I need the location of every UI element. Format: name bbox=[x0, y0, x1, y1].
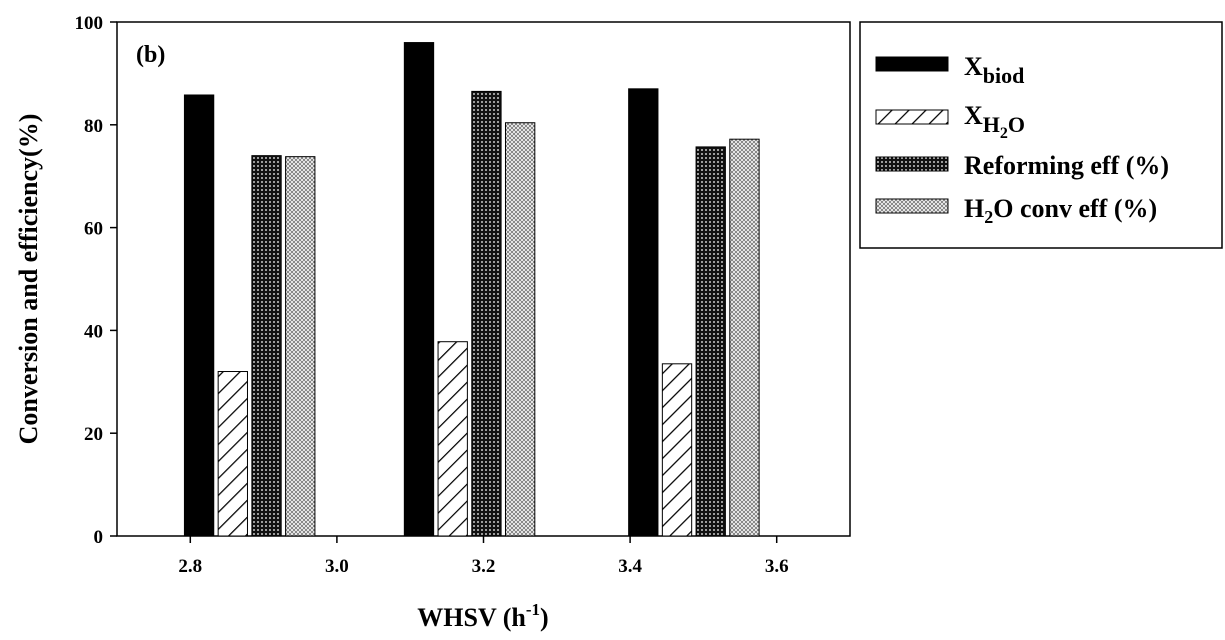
legend-swatch-h2o-conv bbox=[875, 198, 949, 214]
y-tick-label: 100 bbox=[75, 13, 104, 34]
legend-label-h2o-conv: H2O conv eff (%) bbox=[964, 194, 1157, 227]
bar-series-3-point-3 bbox=[695, 146, 726, 537]
legend-label-h2o-conv-sub: 2 bbox=[984, 207, 993, 227]
bar-series-2-point-2 bbox=[437, 341, 468, 537]
x-tick-label: 3.2 bbox=[472, 556, 496, 577]
x-axis-title-end: ) bbox=[540, 603, 549, 632]
x-tick-label: 3.6 bbox=[765, 556, 789, 577]
bar-series-4-point-3 bbox=[729, 138, 760, 537]
bar-series-4-point-1 bbox=[285, 156, 316, 537]
y-tick-label: 40 bbox=[84, 321, 103, 342]
bar-series-2-point-1 bbox=[217, 371, 248, 537]
legend-label-h2o-conv-tail: O conv eff (%) bbox=[993, 194, 1157, 223]
legend-label-xh2o-tail: O bbox=[1008, 112, 1025, 137]
bar-series-1-point-3 bbox=[628, 88, 659, 537]
legend-label-xbiod-sub: biod bbox=[983, 63, 1025, 88]
panel-label: (b) bbox=[136, 42, 165, 68]
x-axis-title: WHSV (h-1) bbox=[417, 600, 548, 632]
legend-label-h2o-conv-main: H bbox=[964, 194, 984, 223]
legend-label-xh2o-sub: H bbox=[983, 112, 1000, 137]
x-tick-label: 3.4 bbox=[618, 556, 642, 577]
bar-series-3-point-1 bbox=[251, 155, 282, 537]
y-tick-label: 0 bbox=[94, 527, 104, 548]
y-tick-label: 20 bbox=[84, 424, 103, 445]
bars bbox=[183, 42, 760, 537]
x-axis-title-sup: -1 bbox=[526, 600, 540, 619]
legend-swatch-xbiod bbox=[875, 56, 949, 72]
bar-series-3-point-2 bbox=[471, 90, 502, 537]
legend-label-xh2o-sub2: 2 bbox=[1000, 125, 1008, 142]
legend-label-reforming: Reforming eff (%) bbox=[964, 151, 1169, 180]
legend-swatch-reforming bbox=[875, 156, 949, 172]
x-tick-label: 2.8 bbox=[178, 556, 202, 577]
bar-series-2-point-3 bbox=[661, 363, 693, 537]
x-tick-label: 3.0 bbox=[325, 556, 349, 577]
axis-ticks: 0 20 40 60 80 100 2.8 3.0 3.2 3.4 3.6 bbox=[75, 13, 789, 577]
legend-label-xbiod: Xbiod bbox=[964, 52, 1024, 88]
bar-series-1-point-2 bbox=[403, 42, 435, 537]
bar-series-4-point-2 bbox=[504, 122, 536, 537]
y-tick-label: 80 bbox=[84, 116, 103, 137]
legend-label-xh2o: XH2O bbox=[964, 101, 1025, 142]
legend-label-xh2o-main: X bbox=[964, 101, 983, 130]
y-axis-title: Conversion and efficiency(%) bbox=[14, 114, 43, 445]
y-tick-label: 60 bbox=[84, 219, 103, 240]
x-axis-title-base: WHSV (h bbox=[417, 603, 526, 632]
bar-series-1-point-1 bbox=[183, 94, 215, 537]
legend-label-xbiod-main: X bbox=[964, 52, 983, 81]
legend-swatch-xh2o bbox=[875, 109, 949, 125]
